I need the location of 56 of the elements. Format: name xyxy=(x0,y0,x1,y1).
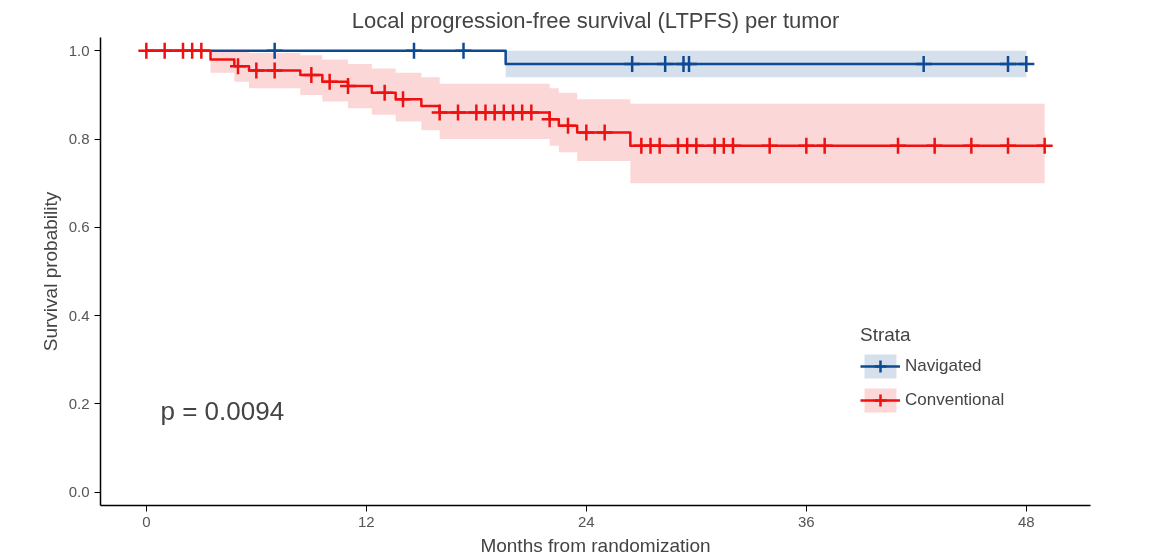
point xyxy=(430,103,449,122)
legend-label: Conventional xyxy=(905,390,1006,410)
point xyxy=(998,136,1018,155)
annotation: p = 0.0094 xyxy=(160,395,285,426)
point xyxy=(797,136,816,155)
y-tick-label: 0.0 xyxy=(68,483,90,501)
point xyxy=(655,54,675,74)
point xyxy=(320,72,339,91)
point xyxy=(404,41,424,60)
point xyxy=(265,61,284,80)
point xyxy=(577,123,596,142)
x-tick-label: 24 xyxy=(577,512,595,530)
point xyxy=(998,54,1018,74)
point xyxy=(760,136,779,155)
point xyxy=(914,54,933,74)
x-tick-label: 12 xyxy=(357,512,375,530)
point xyxy=(228,56,248,76)
y-tick-label: 0.2 xyxy=(68,394,90,412)
point xyxy=(687,136,706,155)
legend-title: Strata xyxy=(860,324,912,346)
point xyxy=(338,76,358,96)
point xyxy=(650,136,669,155)
x-tick-label: 36 xyxy=(797,512,815,530)
y-tick-label: 0.4 xyxy=(68,306,90,324)
point xyxy=(454,41,473,60)
point xyxy=(962,136,981,155)
point xyxy=(393,90,413,109)
point xyxy=(265,41,284,60)
point xyxy=(522,103,541,122)
point xyxy=(247,61,266,80)
x-axis-title: Months from randomization xyxy=(480,534,711,556)
legend-label: Navigated xyxy=(905,356,983,376)
x-tick-label: 48 xyxy=(1017,512,1035,530)
point xyxy=(723,136,743,155)
point xyxy=(1017,54,1036,74)
point xyxy=(888,136,908,155)
y-tick-label: 1.0 xyxy=(68,41,90,59)
point xyxy=(1035,136,1054,155)
point xyxy=(192,41,211,60)
point xyxy=(448,103,468,122)
point xyxy=(375,83,394,102)
point xyxy=(679,54,699,74)
point xyxy=(137,41,156,60)
point xyxy=(595,123,614,142)
point xyxy=(558,116,578,136)
y-tick-label: 0.8 xyxy=(68,130,90,148)
point xyxy=(815,136,834,155)
point xyxy=(540,109,559,129)
chart-title: Local progression-free survival (LTPFS) per tumor xyxy=(351,7,840,33)
point xyxy=(622,54,642,74)
y-axis-title: Survival probability xyxy=(39,191,61,352)
y-tick-label: 0.6 xyxy=(68,218,90,236)
point xyxy=(925,136,944,155)
point xyxy=(155,41,174,60)
point xyxy=(302,65,321,85)
x-tick-label: 0 xyxy=(142,512,151,530)
